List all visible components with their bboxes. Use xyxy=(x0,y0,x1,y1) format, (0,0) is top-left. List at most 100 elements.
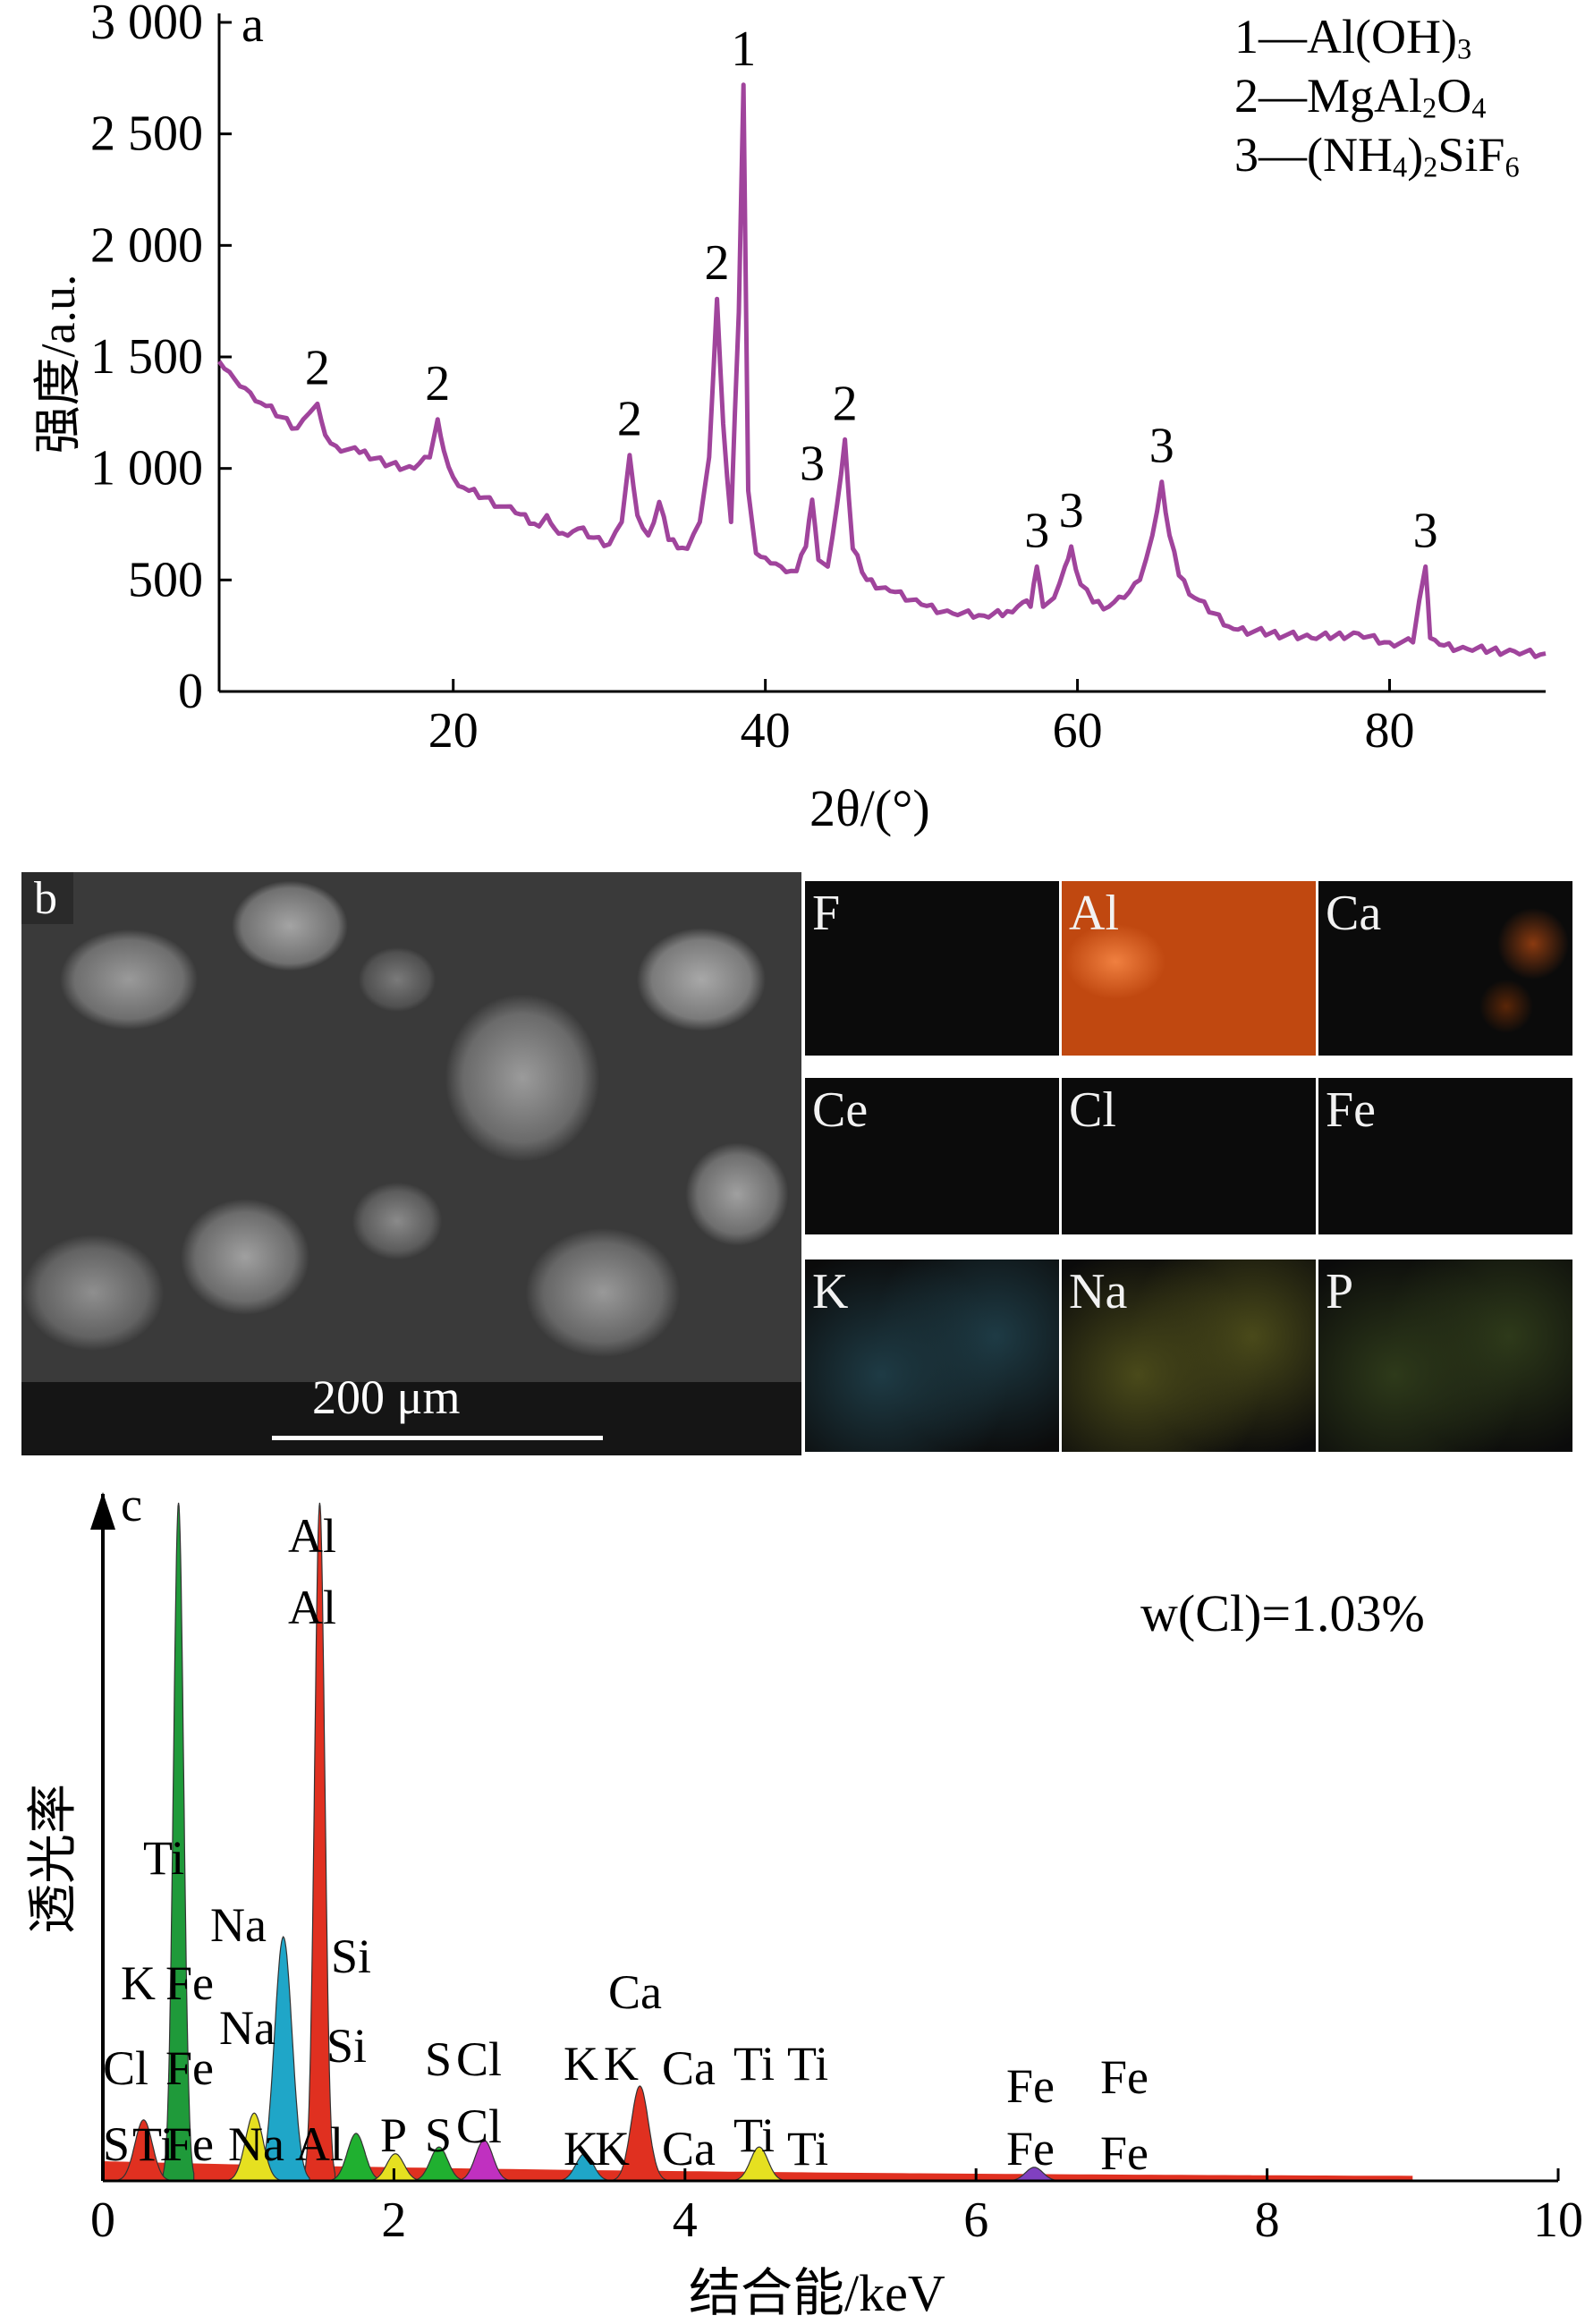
eds-x-tick-label: 4 xyxy=(673,2193,698,2248)
eds-peak-c xyxy=(116,2119,171,2182)
xrd-y-tick-label: 0 xyxy=(178,664,203,719)
xrd-x-axis-label: 2θ/(°) xyxy=(809,779,930,837)
eds-peak-ti xyxy=(732,2146,786,2182)
xrd-peak-label: 2 xyxy=(617,392,642,447)
eds-peak-label: Si xyxy=(331,1930,372,1983)
xrd-peak-label: 2 xyxy=(425,356,450,411)
eds-peaks xyxy=(103,1502,1413,2182)
eds-peak-label: Ti xyxy=(787,2122,829,2176)
xrd-y-tick-label: 2 000 xyxy=(90,217,203,273)
panel-b-label: b xyxy=(34,873,57,924)
element-map-na: Na xyxy=(1062,1260,1316,1452)
eds-x-tick-label: 8 xyxy=(1255,2193,1280,2248)
element-map-al: Al xyxy=(1062,881,1316,1056)
eds-peak-label: S xyxy=(425,2108,453,2162)
eds-y-arrow xyxy=(90,1492,115,1530)
scalebar-label: 200 μm xyxy=(312,1370,461,1424)
xrd-y-tick-label: 500 xyxy=(128,552,203,607)
eds-peak-s xyxy=(412,2146,466,2182)
element-map-f: F xyxy=(805,881,1059,1056)
legend-entry-3: 3—(NH4)2SiF6 xyxy=(1234,127,1520,184)
eds-peak-label: K xyxy=(564,2122,598,2176)
xrd-peak-label: 1 xyxy=(731,21,756,77)
element-map-ce: Ce xyxy=(805,1078,1059,1234)
xrd-y-tick-label: 2 500 xyxy=(90,106,203,162)
element-map-fe: Fe xyxy=(1318,1078,1572,1234)
eds-peak-k xyxy=(557,2153,612,2182)
eds-peak-label: S xyxy=(425,2032,453,2086)
xrd-peak-label: 2 xyxy=(705,235,730,291)
eds-annotation-text: w(Cl)=1.03% xyxy=(1140,1584,1425,1642)
eds-y-axis-label: 透光率 xyxy=(26,1784,81,1934)
element-map-label: K xyxy=(812,1264,849,1319)
scalebar-line xyxy=(272,1436,603,1440)
eds-peak-label: Fe xyxy=(1006,2059,1055,2113)
xrd-x-tick-label: 80 xyxy=(1365,703,1415,759)
xrd-series xyxy=(216,82,1547,659)
element-map-k: K xyxy=(805,1260,1059,1452)
eds-peak-label: Ti xyxy=(733,2037,776,2091)
eds-peak-label: Ca xyxy=(662,2041,716,2095)
legend-entry-2: 2—MgAl2O4 xyxy=(1234,68,1487,125)
eds-peak-label: Ca xyxy=(662,2122,716,2176)
xrd-y-tick-label: 1 500 xyxy=(90,329,203,385)
eds-peak-al xyxy=(303,1502,336,2182)
panel-a-label: a xyxy=(242,0,264,53)
eds-peak-label: Cl xyxy=(103,2041,149,2095)
xrd-series-line xyxy=(216,82,1547,659)
xrd-peak-label: 2 xyxy=(833,376,858,431)
eds-peak-label: Na xyxy=(210,1898,267,1952)
eds-peak-label: Ca xyxy=(608,1965,662,2019)
eds-peak-ca xyxy=(613,2085,667,2182)
element-map-label: Cl xyxy=(1069,1082,1116,1138)
eds-chart: 0 2 4 6 8 10 xyxy=(90,1492,1583,2248)
eds-peak-label: Fe xyxy=(165,2041,214,2095)
eds-x-tick-label: 10 xyxy=(1533,2193,1583,2248)
eds-peak-label: Fe xyxy=(1100,2126,1148,2180)
eds-peak-label: K xyxy=(604,2037,639,2091)
eds-peak-label: Ti xyxy=(787,2037,829,2091)
legend-entry-1: 1—Al(OH)3 xyxy=(1234,10,1472,66)
eds-peak-label: Fe xyxy=(165,2117,214,2171)
xrd-chart: 0 500 1 000 1 500 2 000 2 500 3 000 20 40 60 80 1 2… xyxy=(90,0,1547,759)
element-map-label: Ca xyxy=(1326,886,1382,941)
element-map-label: Fe xyxy=(1326,1082,1376,1138)
element-map-ca: Ca xyxy=(1318,881,1572,1056)
xrd-y-tick-label: 3 000 xyxy=(90,0,203,50)
xrd-peak-label: 2 xyxy=(305,340,330,395)
eds-peak-label: Na xyxy=(219,2001,275,2055)
eds-peak-label: Si xyxy=(326,2019,368,2073)
eds-peak-label: Ti xyxy=(733,2108,776,2162)
eds-peak-label: S xyxy=(103,2117,131,2171)
eds-peak-label: Na xyxy=(228,2117,284,2171)
xrd-axes: 0 500 1 000 1 500 2 000 2 500 3 000 20 40 60 80 xyxy=(90,0,1546,759)
xrd-x-tick-label: 20 xyxy=(428,703,479,759)
xrd-peak-label: 3 xyxy=(1413,503,1438,558)
sem-image-panel: b 200 μm xyxy=(21,872,801,1455)
eds-peak-label: Al xyxy=(288,1509,336,1563)
eds-peak-label: K xyxy=(564,2037,598,2091)
eds-x-tick-label: 2 xyxy=(381,2193,406,2248)
eds-peak-cl xyxy=(457,2139,512,2182)
eds-x-axis-label: 结合能/keV xyxy=(689,2264,945,2322)
eds-peak-label: Fe xyxy=(1100,2050,1148,2104)
eds-x-tick-label: 6 xyxy=(963,2193,988,2248)
xrd-legend: 1—Al(OH)3 2—MgAl2O4 3—(NH4)2SiF6 xyxy=(1234,13,1520,182)
xrd-x-tick-label: 40 xyxy=(741,703,791,759)
element-map-p: P xyxy=(1318,1260,1572,1452)
eds-peak-si xyxy=(329,2133,383,2182)
xrd-x-tick-label: 60 xyxy=(1053,703,1103,759)
eds-peak-label: Al xyxy=(288,1581,336,1634)
eds-peak-label: Al xyxy=(295,2117,343,2171)
eds-peak-label: P xyxy=(380,2108,408,2162)
element-map-label: Al xyxy=(1069,886,1119,941)
eds-peak-mg xyxy=(227,2112,282,2182)
element-map-label: F xyxy=(812,886,841,941)
eds-axes: 0 2 4 6 8 10 xyxy=(90,1492,1583,2248)
xrd-peak-label: 3 xyxy=(800,437,825,492)
element-map-cl: Cl xyxy=(1062,1078,1316,1234)
element-map-label: Ce xyxy=(812,1082,869,1138)
xrd-y-tick-label: 1 000 xyxy=(90,441,203,496)
xrd-peak-label: 3 xyxy=(1024,503,1049,558)
